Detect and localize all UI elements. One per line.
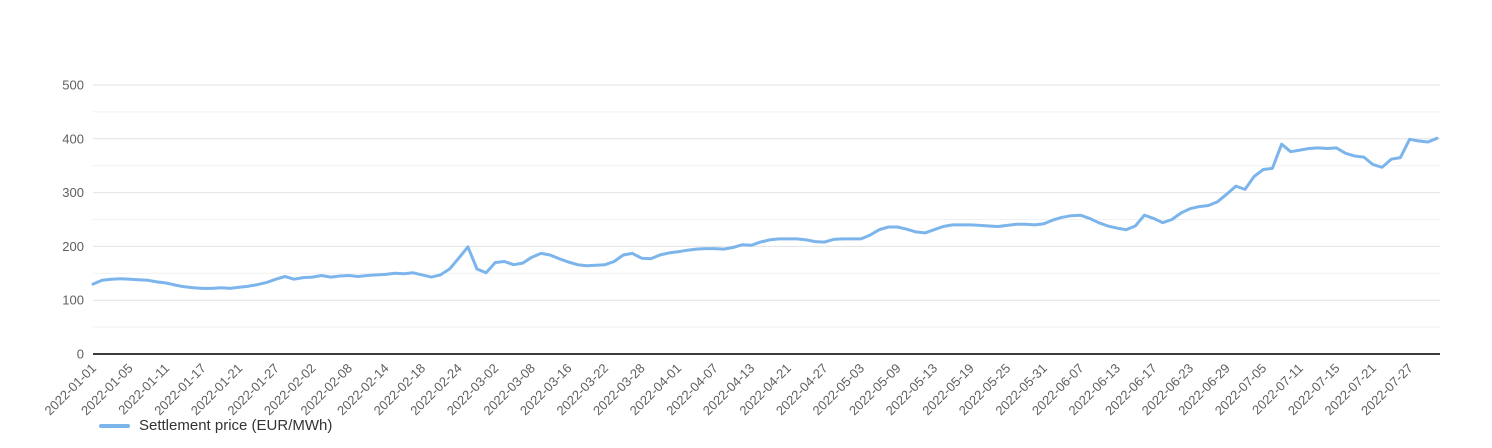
series-line-settlement-price [91,136,1439,290]
y-axis-tick-label: 200 [62,239,84,254]
legend-item-settlement-price[interactable]: Settlement price (EUR/MWh) [99,415,332,437]
legend-label: Settlement price (EUR/MWh) [139,417,333,434]
y-axis-tick-label: 0 [77,347,84,362]
y-axis-tick-label: 400 [62,131,84,146]
y-axis-tick-label: 500 [62,78,84,93]
legend-line-swatch [99,424,130,428]
y-axis-tick-label: 300 [62,185,84,200]
y-axis-tick-label: 100 [62,293,84,308]
